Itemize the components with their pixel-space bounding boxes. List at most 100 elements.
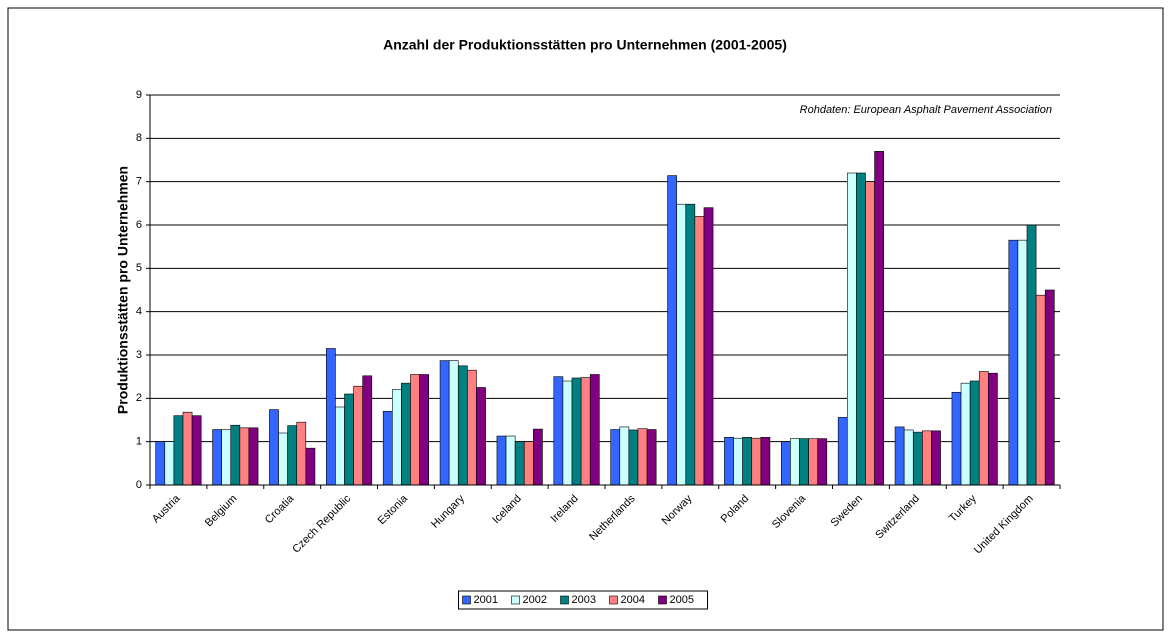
bar (1008, 239, 1019, 486)
bar (401, 382, 411, 486)
bar (344, 393, 354, 486)
bar (514, 441, 525, 486)
bar (212, 429, 222, 486)
bar (191, 415, 202, 486)
bar (553, 376, 564, 486)
bar (296, 421, 307, 486)
bar (817, 438, 828, 486)
bar (637, 428, 648, 486)
bar (467, 369, 477, 486)
bar (960, 382, 971, 486)
bar (496, 435, 507, 486)
bar (1026, 224, 1037, 486)
bar (448, 360, 459, 486)
bar (391, 389, 402, 486)
bar (439, 360, 450, 486)
bar (724, 437, 734, 486)
bar (164, 441, 175, 486)
y-tick-label: 0 (136, 479, 142, 491)
bar (874, 151, 884, 486)
y-tick-label: 1 (136, 436, 142, 448)
bar (589, 374, 600, 486)
bar (1044, 289, 1055, 486)
legend-label: 2001 (474, 594, 498, 606)
bar (619, 426, 630, 486)
bar (419, 374, 429, 486)
bar (676, 203, 687, 486)
y-tick-label: 7 (136, 176, 142, 188)
y-tick-label: 8 (136, 132, 142, 144)
bar (790, 438, 800, 486)
bar (703, 207, 714, 486)
bar (173, 415, 184, 486)
y-tick-label: 6 (136, 219, 142, 231)
bar (894, 426, 905, 486)
bar (562, 380, 573, 486)
legend-swatch (462, 595, 471, 605)
bar (248, 427, 259, 486)
bar (951, 391, 962, 486)
bar (221, 429, 232, 486)
y-tick-label: 5 (136, 262, 142, 274)
bar (571, 377, 582, 486)
bar (694, 216, 705, 486)
legend-label: 2002 (523, 594, 547, 606)
bar (269, 409, 279, 486)
bar (580, 377, 591, 486)
y-tick-label: 4 (136, 306, 142, 318)
bar (628, 429, 639, 486)
bar (335, 406, 345, 486)
legend-label: 2003 (572, 594, 596, 606)
bar (846, 172, 857, 486)
bar (155, 441, 166, 486)
legend-label: 2005 (670, 594, 694, 606)
bar (808, 438, 819, 486)
bar (410, 374, 420, 486)
y-tick-label: 3 (136, 349, 142, 361)
y-axis-label: Produktionsstätten pro Unternehmen (115, 166, 131, 414)
legend-label: 2004 (621, 594, 645, 606)
bar (799, 438, 809, 486)
bar (685, 203, 696, 486)
bar (922, 430, 932, 486)
bar (931, 430, 941, 486)
bar (382, 411, 393, 486)
bar (837, 417, 848, 486)
bar (751, 437, 762, 486)
bar (667, 175, 677, 486)
bar (733, 437, 743, 486)
bar (978, 371, 989, 486)
bar (912, 431, 923, 486)
bar (353, 385, 364, 486)
bar (903, 429, 914, 486)
bar (1017, 239, 1028, 486)
bar (865, 181, 875, 486)
bar (969, 380, 980, 486)
bar (239, 427, 250, 486)
legend-box (458, 590, 708, 610)
y-tick-label: 9 (136, 89, 142, 101)
bar (457, 365, 468, 486)
bar (742, 437, 753, 486)
legend-swatch (511, 595, 520, 605)
bar (278, 432, 288, 486)
bar (287, 425, 298, 486)
chart-title: Anzahl der Produktionsstätten pro Untern… (383, 37, 787, 53)
bar (646, 429, 657, 486)
bar (610, 429, 621, 486)
bar (533, 428, 543, 486)
bar (760, 437, 771, 486)
y-tick-label: 2 (136, 392, 142, 404)
legend-swatch (658, 595, 667, 605)
bar (523, 441, 534, 486)
bar (1035, 294, 1046, 486)
annotation: Rohdaten: European Asphalt Pavement Asso… (800, 104, 1052, 116)
bar (505, 435, 516, 486)
legend-swatch (609, 595, 618, 605)
legend-swatch (560, 595, 569, 605)
bar (182, 411, 193, 486)
bar (781, 441, 791, 486)
bar (326, 348, 336, 486)
bar (988, 372, 998, 486)
